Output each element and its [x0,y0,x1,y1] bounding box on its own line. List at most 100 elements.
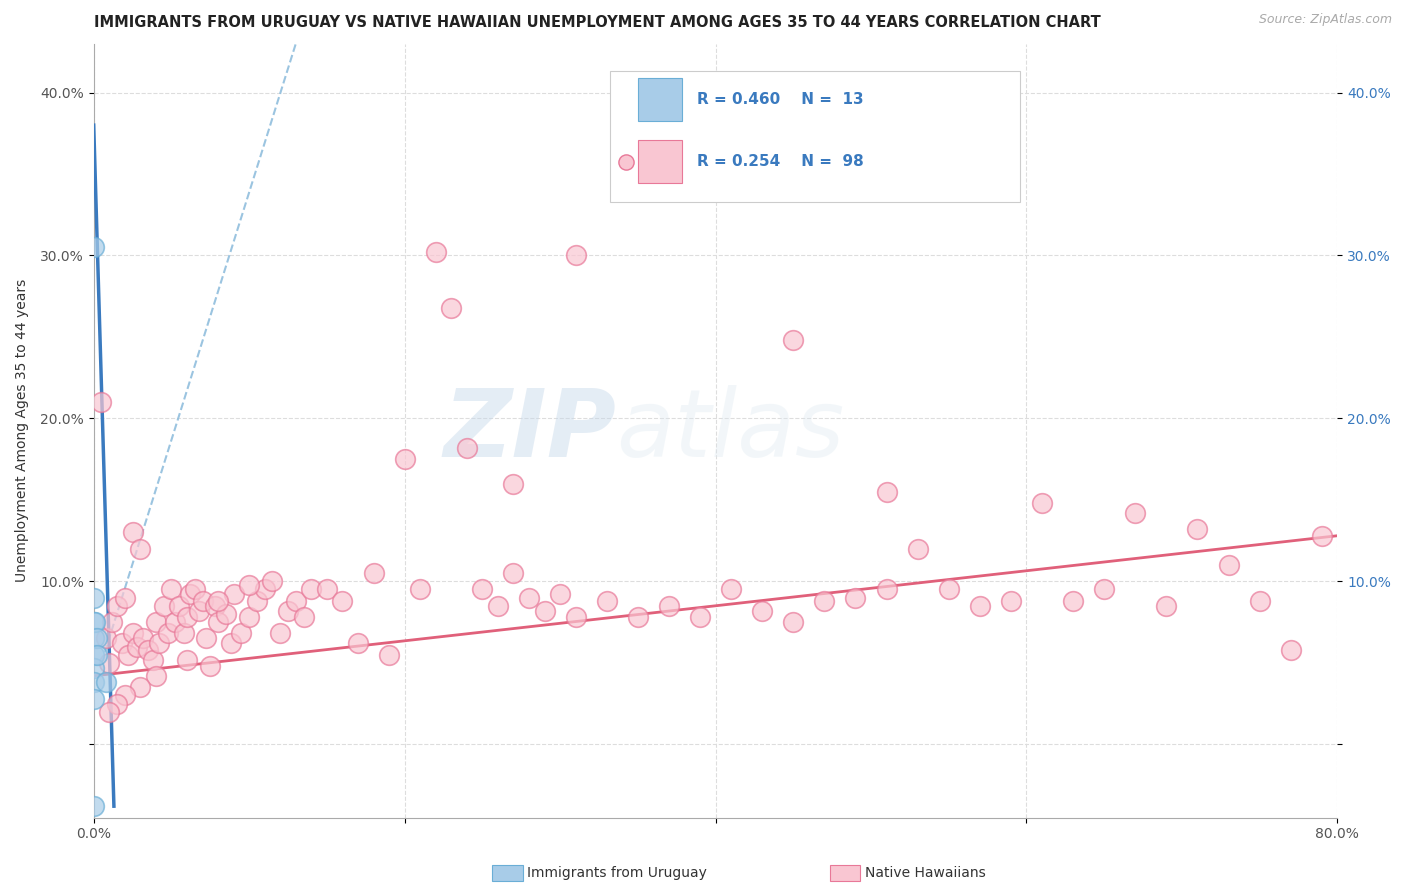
Point [83,240,105,254]
Point [782,615,804,629]
Point [90,395,112,409]
Point [191,594,214,608]
Point [269,626,291,640]
Point [129,680,152,694]
Point [114,591,136,605]
Point [720,582,742,597]
Point [1062,594,1084,608]
Point [222,587,245,601]
Point [277,604,299,618]
Point [207,615,229,629]
Text: Native Hawaiians: Native Hawaiians [865,866,986,880]
FancyBboxPatch shape [610,70,1021,202]
Point [394,452,416,467]
Point [200,659,222,673]
Point [83,591,105,605]
Point [83,799,105,814]
Point [1187,522,1209,536]
Point [299,582,322,597]
Point [409,582,432,597]
Point [907,541,929,556]
Point [101,615,124,629]
Point [163,615,186,629]
Point [231,626,253,640]
Point [1092,582,1115,597]
Point [456,441,478,455]
Point [145,669,167,683]
Point [179,587,201,601]
Point [148,636,170,650]
Point [844,591,866,605]
Point [347,636,370,650]
Point [219,636,242,650]
Text: ZIP: ZIP [443,384,616,476]
Point [83,632,105,646]
Point [173,626,195,640]
Point [1123,506,1146,520]
FancyBboxPatch shape [638,78,682,121]
Point [83,691,105,706]
Point [502,476,524,491]
Point [114,689,136,703]
Point [316,582,339,597]
Point [876,484,898,499]
Point [378,648,401,662]
Point [188,604,211,618]
Point [184,582,207,597]
Point [98,656,121,670]
Point [938,582,960,597]
Point [121,626,143,640]
Point [292,610,315,624]
Point [1000,594,1022,608]
Point [167,599,190,613]
Point [94,675,117,690]
Point [83,615,105,629]
Point [363,566,385,581]
Point [121,525,143,540]
FancyBboxPatch shape [638,140,682,183]
Point [111,636,134,650]
Point [238,610,260,624]
Point [813,594,835,608]
Y-axis label: Unemployment Among Ages 35 to 44 years: Unemployment Among Ages 35 to 44 years [15,279,30,582]
Point [658,599,681,613]
Point [1218,558,1240,572]
Point [246,594,269,608]
Point [1310,529,1333,543]
Point [127,640,149,654]
Point [332,594,354,608]
Point [176,610,198,624]
Point [136,642,159,657]
Point [502,566,524,581]
Point [1279,642,1302,657]
Point [105,697,128,711]
Point [98,705,121,719]
Text: Immigrants from Uruguay: Immigrants from Uruguay [527,866,707,880]
Point [194,632,217,646]
Point [969,599,991,613]
Point [1031,496,1053,510]
Point [86,632,108,646]
Point [596,594,619,608]
Point [84,615,107,629]
Point [1249,594,1271,608]
Point [533,604,555,618]
Point [564,610,586,624]
Point [262,574,284,589]
Text: R = 0.460    N =  13: R = 0.460 N = 13 [697,92,863,107]
Point [145,615,167,629]
Point [627,610,650,624]
Point [94,632,117,646]
Point [471,582,494,597]
Point [204,599,226,613]
Point [207,594,229,608]
Text: IMMIGRANTS FROM URUGUAY VS NATIVE HAWAIIAN UNEMPLOYMENT AMONG AGES 35 TO 44 YEAR: IMMIGRANTS FROM URUGUAY VS NATIVE HAWAII… [94,15,1101,30]
Point [176,652,198,666]
Text: atlas: atlas [616,385,845,476]
Point [86,648,108,662]
Point [517,591,540,605]
Point [440,301,463,315]
Point [105,599,128,613]
Point [548,587,571,601]
Point [486,599,509,613]
